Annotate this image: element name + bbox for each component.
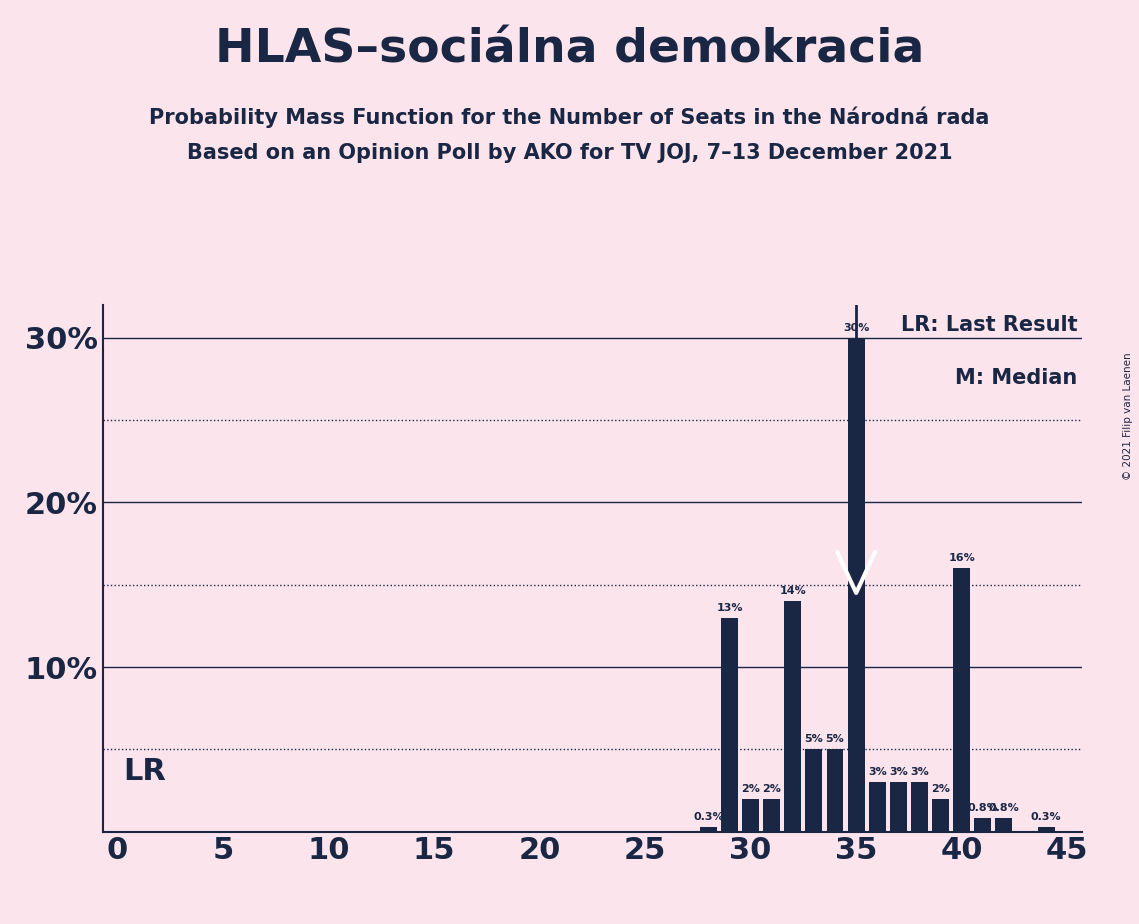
Text: 0.3%: 0.3% xyxy=(1031,811,1062,821)
Text: © 2021 Filip van Laenen: © 2021 Filip van Laenen xyxy=(1123,352,1133,480)
Bar xyxy=(805,749,822,832)
Bar xyxy=(847,338,865,832)
Bar xyxy=(763,798,780,832)
Bar xyxy=(785,602,801,832)
Text: 13%: 13% xyxy=(716,602,743,613)
Text: 0.8%: 0.8% xyxy=(989,804,1019,813)
Bar xyxy=(869,783,886,832)
Bar xyxy=(721,617,738,832)
Text: 14%: 14% xyxy=(779,586,806,596)
Text: 3%: 3% xyxy=(868,767,886,777)
Text: LR: LR xyxy=(124,757,166,785)
Text: 30%: 30% xyxy=(843,322,869,333)
Bar xyxy=(995,819,1013,832)
Text: 3%: 3% xyxy=(910,767,929,777)
Text: 2%: 2% xyxy=(762,784,781,794)
Bar xyxy=(974,819,991,832)
Text: Probability Mass Function for the Number of Seats in the Národná rada: Probability Mass Function for the Number… xyxy=(149,106,990,128)
Bar xyxy=(911,783,928,832)
Text: M: Median: M: Median xyxy=(954,368,1077,388)
Text: 3%: 3% xyxy=(890,767,908,777)
Text: 0.8%: 0.8% xyxy=(967,804,998,813)
Bar xyxy=(700,827,716,832)
Text: Based on an Opinion Poll by AKO for TV JOJ, 7–13 December 2021: Based on an Opinion Poll by AKO for TV J… xyxy=(187,143,952,164)
Text: 0.3%: 0.3% xyxy=(693,811,723,821)
Text: 2%: 2% xyxy=(741,784,760,794)
Bar xyxy=(1038,827,1055,832)
Bar xyxy=(890,783,907,832)
Bar xyxy=(953,568,970,832)
Text: LR: Last Result: LR: Last Result xyxy=(901,315,1077,335)
Text: 5%: 5% xyxy=(804,735,823,745)
Text: 2%: 2% xyxy=(932,784,950,794)
Text: HLAS–sociálna demokracia: HLAS–sociálna demokracia xyxy=(215,28,924,73)
Text: 16%: 16% xyxy=(949,553,975,564)
Text: 5%: 5% xyxy=(826,735,844,745)
Bar xyxy=(827,749,844,832)
Bar xyxy=(743,798,759,832)
Bar xyxy=(932,798,949,832)
